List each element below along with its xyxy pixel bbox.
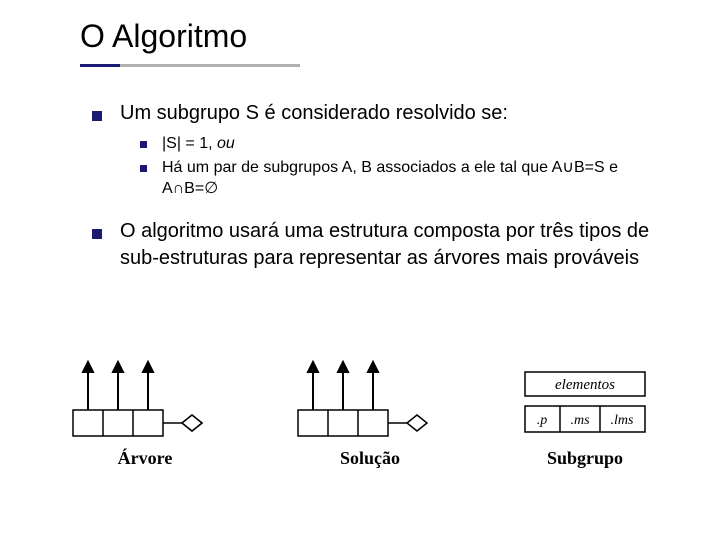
solucao-label: Solução: [340, 448, 400, 469]
bullet-1-text: Um subgrupo S é considerado resolvido se…: [120, 102, 508, 124]
slide-title: O Algoritmo: [80, 18, 247, 55]
slide: { "title": "O Algoritmo", "bullets": { "…: [0, 0, 720, 540]
bullet-1-sub-1a: |S| = 1,: [162, 135, 217, 152]
bullet-1-sub-2-text: Há um par de subgrupos A, B associados a…: [162, 159, 618, 198]
diagrams-row: Árvore Solução: [60, 360, 660, 469]
bullet-1-sub-1: |S| = 1, ou: [140, 133, 652, 155]
arvore-svg: [60, 360, 230, 440]
subgrupo-cell-2: .lms: [611, 413, 635, 428]
diagram-arvore: Árvore: [60, 360, 230, 469]
bullet-1: Um subgrupo S é considerado resolvido se…: [92, 100, 652, 200]
bullet-1-sub-2: Há um par de subgrupos A, B associados a…: [140, 157, 652, 200]
bullet-1-sub-1b: ou: [217, 135, 235, 152]
underline-navy: [80, 64, 120, 67]
subgrupo-label: Subgrupo: [547, 448, 623, 469]
bullet-1-sub: |S| = 1, ou Há um par de subgrupos A, B …: [140, 133, 652, 200]
bullet-2: O algoritmo usará uma estrutura composta…: [92, 218, 652, 272]
subgrupo-cell-1: .ms: [570, 413, 590, 428]
subgrupo-header-text: elementos: [555, 377, 615, 393]
subgrupo-cell-0: .p: [537, 413, 548, 428]
solucao-svg: [285, 360, 455, 440]
subgrupo-svg: elementos .p .ms .lms: [510, 360, 660, 440]
diagram-subgrupo: elementos .p .ms .lms Subgrupo: [510, 360, 660, 469]
bullet-2-text: O algoritmo usará uma estrutura composta…: [120, 220, 649, 269]
content-area: Um subgrupo S é considerado resolvido se…: [92, 100, 652, 282]
diagram-solucao: Solução: [285, 360, 455, 469]
arvore-label: Árvore: [118, 448, 173, 469]
